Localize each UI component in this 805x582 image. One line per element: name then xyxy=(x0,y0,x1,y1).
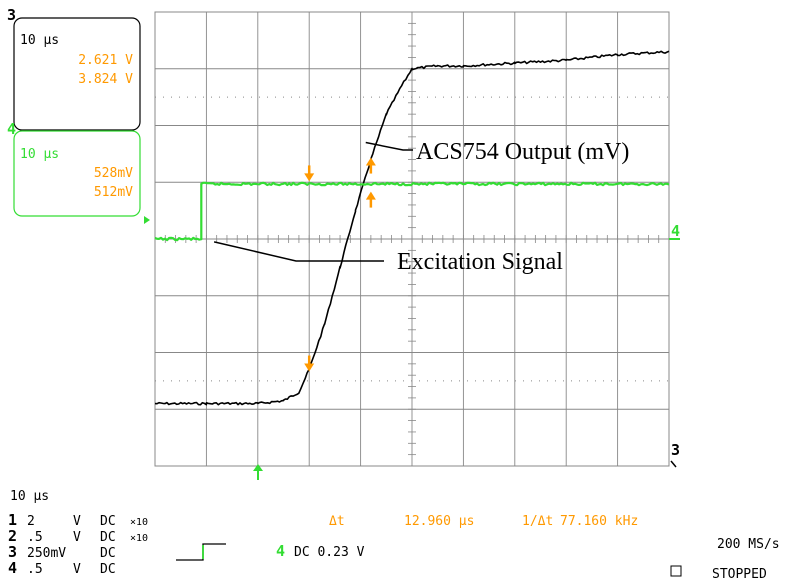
ch4-ground-marker-left xyxy=(144,216,150,224)
trigger-edge-icon xyxy=(176,543,226,561)
ch4-box-v1: 528mV xyxy=(94,166,133,181)
sample-rate: 200 MS/s xyxy=(717,537,780,552)
ch4-readout-box: 4 10 μs 528mV 512mV xyxy=(7,120,141,217)
ch3-right-marker: 3 xyxy=(670,441,680,468)
channel-row-4: 4 .5 V DC xyxy=(8,559,116,577)
traces xyxy=(154,50,670,406)
ch4-right-label: 4 xyxy=(671,222,680,240)
ch4-box-label: 4 xyxy=(7,120,16,138)
channel-scale: 250mV xyxy=(27,546,66,561)
trigger-channel: 4 xyxy=(276,542,285,560)
ch3-box-v2: 3.824 V xyxy=(78,72,133,87)
channel-unit: V xyxy=(73,530,81,545)
ch3-box-label: 3 xyxy=(7,6,16,24)
channel-coupling: DC xyxy=(100,546,116,561)
channel-number: 3 xyxy=(8,543,17,561)
cursor-marker-down xyxy=(304,355,315,372)
channel-row-2: 2 .5 V DC ×10 xyxy=(8,527,148,545)
cursor-markers xyxy=(304,157,376,372)
cursor-marker-head xyxy=(304,173,315,182)
trigger-level: DC 0.23 V xyxy=(294,545,365,560)
channel-settings: 1 2 V DC ×102.5 V DC ×103 250mV DC4.5 V DC xyxy=(8,511,148,577)
annotation-excitation-signal: Excitation Signal xyxy=(397,249,563,275)
channel-unit: V xyxy=(73,562,81,577)
channel-scale: .5 xyxy=(27,530,43,545)
channel-scale: 2 xyxy=(27,514,35,529)
ch3-readout-box: 3 10 μs 2.621 V 3.824 V xyxy=(7,6,141,131)
ch3-box-v1: 2.621 V xyxy=(78,53,133,68)
cursor-marker-up xyxy=(365,157,376,174)
channel-unit: V xyxy=(73,514,81,529)
channel-number: 1 xyxy=(8,511,17,529)
channel-scale: .5 xyxy=(27,562,43,577)
trigger-position-arrow xyxy=(253,464,263,480)
channel-row-1: 1 2 V DC ×10 xyxy=(8,511,148,529)
delta-t-label: Δt xyxy=(329,514,345,529)
timebase-readout: 10 μs xyxy=(10,489,49,504)
ch4-box-v2: 512mV xyxy=(94,185,133,200)
cursor-marker-head xyxy=(365,157,376,166)
channel-probe: ×10 xyxy=(130,533,148,544)
trigger-arrow-head xyxy=(253,464,263,471)
ch4-right-marker: 4 xyxy=(669,222,680,240)
inverse-delta-t-value: 77.160 kHz xyxy=(560,514,638,529)
inverse-delta-t-label: 1/Δt xyxy=(522,514,553,529)
channel-row-3: 3 250mV DC xyxy=(8,543,116,561)
run-state-indicator xyxy=(670,565,682,577)
channel-coupling: DC xyxy=(100,530,116,545)
trace-ch3 xyxy=(154,50,670,406)
cursor-marker-down xyxy=(304,165,315,182)
annotation-acs754-output: ACS754 Output (mV) xyxy=(416,139,629,165)
ch3-box-time: 10 μs xyxy=(20,33,59,48)
trace-ch4 xyxy=(154,181,670,242)
cursor-marker-up xyxy=(365,191,376,208)
ch3-right-label: 3 xyxy=(671,441,680,459)
delta-t-value: 12.960 μs xyxy=(404,514,474,529)
cursor-marker-head xyxy=(304,363,315,372)
channel-coupling: DC xyxy=(100,562,116,577)
leader-acs754-output xyxy=(365,141,413,151)
ch3-box-frame xyxy=(13,17,141,131)
ch3-right-tick xyxy=(670,460,677,468)
ch4-box-time: 10 μs xyxy=(20,147,59,162)
graticule xyxy=(154,11,670,467)
channel-number: 4 xyxy=(8,559,17,577)
cursor-marker-head xyxy=(365,191,376,200)
channel-probe: ×10 xyxy=(130,517,148,528)
ch4-box-frame xyxy=(13,130,141,217)
channel-number: 2 xyxy=(8,527,17,545)
acquisition-status: STOPPED xyxy=(712,567,767,582)
channel-coupling: DC xyxy=(100,514,116,529)
annotation-leaders xyxy=(213,141,413,262)
leader-excitation-signal xyxy=(213,241,384,262)
